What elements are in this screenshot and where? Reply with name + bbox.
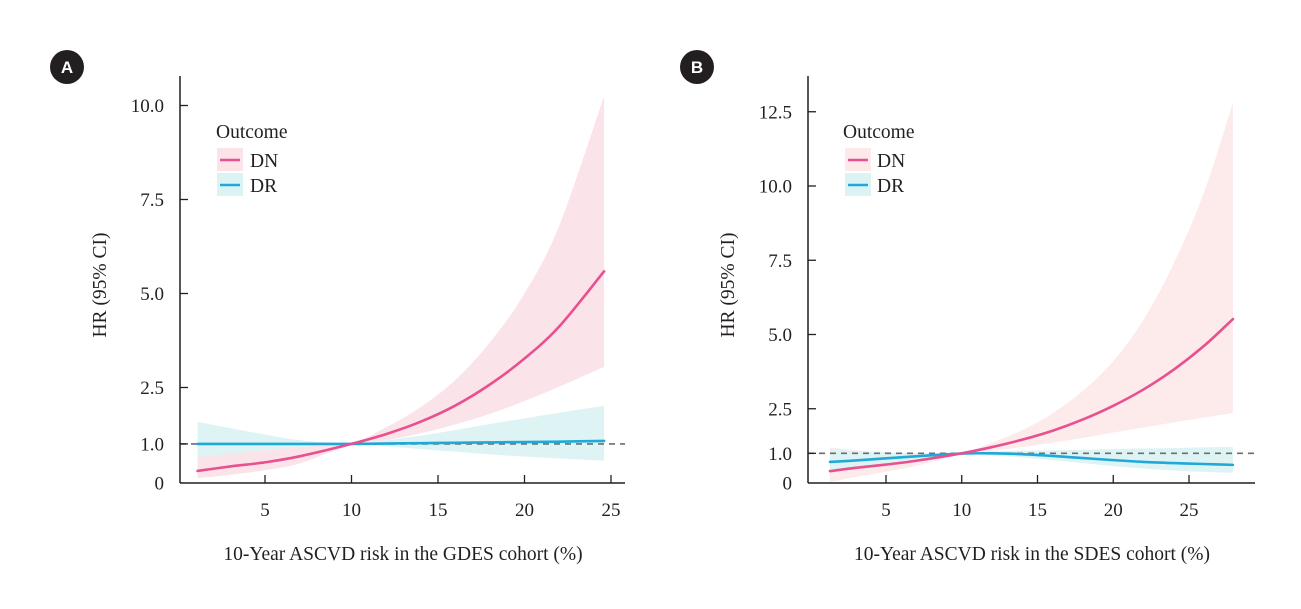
panel-a-badge: A xyxy=(50,50,84,84)
panel-b-legend-label-dr: DR xyxy=(877,176,904,197)
panel-a-x-tick-label: 5 xyxy=(260,500,270,521)
panel-b-y-tick-label: 10.0 xyxy=(759,177,792,198)
panel-a-legend-label-dn: DN xyxy=(250,151,278,172)
panel-a-axes: 0 1.0 2.5 5.0 7.5 10.0 5 10 15 20 25 xyxy=(131,76,625,521)
panel-b-hr-line-dn xyxy=(828,317,1235,473)
panel-a-ci-bands xyxy=(197,96,605,479)
panel-a-letter: A xyxy=(61,58,73,77)
panel-b-x-axis-title: 10-Year ASCVD risk in the SDES cohort (%… xyxy=(854,544,1210,565)
panel-a-legend-title: Outcome xyxy=(216,122,287,143)
panel-b: B 0 1.0 2.5 5.0 7.5 10.0 12.5 5 10 15 20 25 10-Year… xyxy=(680,50,1255,565)
panel-a-y-tick-label: 2.5 xyxy=(140,378,164,399)
panel-b-y-tick-label: 0 xyxy=(783,474,793,495)
panel-b-y-tick-label: 7.5 xyxy=(768,251,792,272)
panel-a-y-tick-label: 10.0 xyxy=(131,96,164,117)
panel-a-ci-band-dn xyxy=(197,96,605,479)
panel-b-legend-title: Outcome xyxy=(843,122,914,143)
panel-a: A 0 1.0 2.5 5.0 7.5 10.0 5 10 15 20 25 10-Year ASC… xyxy=(50,50,625,565)
panel-a-hr-lines xyxy=(196,270,606,473)
panel-b-hr-lines xyxy=(828,317,1235,473)
panel-b-ci-band-dn xyxy=(829,102,1233,483)
panel-b-x-tick-label: 5 xyxy=(881,500,891,521)
panel-b-x-tick-label: 25 xyxy=(1180,500,1199,521)
panel-a-badge-circle xyxy=(50,50,84,84)
panel-a-y-axis-title: HR (95% CI) xyxy=(90,232,111,337)
panel-b-legend: Outcome DN DR xyxy=(843,122,914,197)
panel-a-y-tick-label: 5.0 xyxy=(140,284,164,305)
panel-b-x-tick-label: 20 xyxy=(1104,500,1123,521)
panel-b-y-tick-label: 2.5 xyxy=(768,399,792,420)
panel-a-x-tick-label: 15 xyxy=(429,500,448,521)
panel-a-x-tick-label: 20 xyxy=(515,500,534,521)
panel-b-y-axis-title: HR (95% CI) xyxy=(718,232,739,337)
panel-b-y-tick-label: 1.0 xyxy=(768,444,792,465)
panel-a-y-tick-label: 0 xyxy=(155,474,165,495)
panel-a-legend-label-dr: DR xyxy=(250,176,277,197)
panel-a-ci-band-dr xyxy=(197,405,605,461)
panel-b-x-tick-label: 15 xyxy=(1028,500,1047,521)
panel-b-axes: 0 1.0 2.5 5.0 7.5 10.0 12.5 5 10 15 20 25 xyxy=(759,76,1255,521)
panel-a-hr-line-dn xyxy=(196,270,606,473)
panel-a-hr-line-dr xyxy=(196,439,606,446)
panel-b-badge-circle xyxy=(680,50,714,84)
panel-a-y-tick-label: 7.5 xyxy=(140,190,164,211)
panel-b-x-tick-label: 10 xyxy=(952,500,971,521)
panel-b-legend-label-dn: DN xyxy=(877,151,905,172)
panel-a-x-tick-label: 10 xyxy=(342,500,361,521)
panel-a-x-axis-title: 10-Year ASCVD risk in the GDES cohort (%… xyxy=(223,544,582,565)
panel-b-y-tick-label: 5.0 xyxy=(768,325,792,346)
panel-b-badge: B xyxy=(680,50,714,84)
panel-b-hr-line-dr xyxy=(828,451,1235,467)
panel-b-letter: B xyxy=(691,58,703,77)
panel-a-legend: Outcome DN DR xyxy=(216,122,287,197)
panel-a-x-tick-label: 25 xyxy=(602,500,621,521)
panel-b-y-tick-label: 12.5 xyxy=(759,102,792,123)
panel-a-y-tick-label: 1.0 xyxy=(140,434,164,455)
